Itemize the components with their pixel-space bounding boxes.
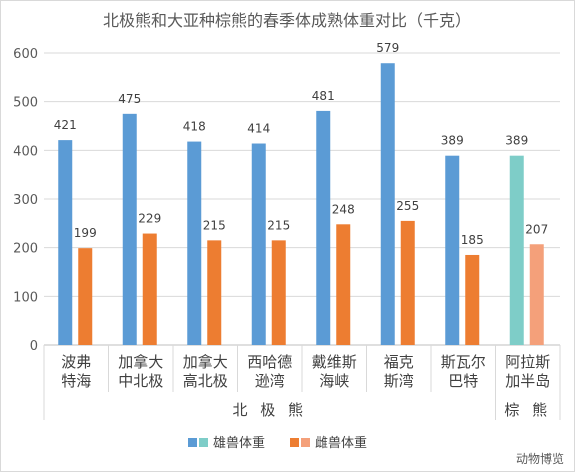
bar-male — [251, 143, 266, 345]
data-label-male: 414 — [247, 122, 270, 136]
data-label-male: 389 — [505, 134, 528, 148]
y-tick-label: 500 — [13, 96, 38, 111]
legend: 雄兽体重 雌兽体重 — [188, 435, 367, 451]
data-label-male: 475 — [118, 92, 141, 106]
bar-male — [445, 155, 460, 345]
legend-label-female: 雌兽体重 — [315, 435, 367, 451]
bar-female — [271, 240, 286, 345]
legend-label-male: 雄兽体重 — [213, 435, 265, 451]
data-label-female: 215 — [203, 218, 226, 232]
bar-female — [465, 254, 480, 345]
data-label-male: 481 — [312, 89, 335, 103]
y-tick-label: 300 — [13, 193, 38, 208]
chart-title: 北极熊和大亚种棕熊的春季体成熟体重对比（千克） — [103, 11, 471, 30]
data-label-female: 207 — [525, 222, 548, 236]
data-label-male: 579 — [376, 41, 399, 55]
bar-female — [400, 220, 415, 345]
category-label: 加半岛 — [505, 372, 550, 390]
y-tick-label: 400 — [13, 144, 38, 159]
category-label: 斯瓦尔 — [441, 353, 486, 371]
data-label-female: 185 — [461, 233, 484, 247]
group-label: 棕 熊 — [504, 401, 551, 419]
data-label-female: 215 — [267, 218, 290, 232]
legend-swatch-female-brown — [301, 438, 310, 447]
bar-male — [509, 155, 524, 345]
data-labels: 421 199 475 229 418 215 414 215 481 248 579 255 389 1… — [54, 41, 548, 247]
bar-male — [187, 141, 202, 345]
y-tick-label: 200 — [13, 242, 38, 257]
category-label: 逊湾 — [255, 372, 285, 390]
legend-swatch-male-polar — [188, 438, 197, 447]
data-label-female: 199 — [74, 226, 97, 240]
category-label: 巴特 — [448, 372, 478, 390]
group-labels: 北 极 熊棕 熊 — [232, 401, 551, 419]
data-label-female: 248 — [332, 202, 355, 216]
category-label: 西哈德 — [247, 353, 292, 371]
y-tick-label: 600 — [13, 47, 38, 62]
category-label: 波弗 — [61, 353, 91, 371]
y-axis-ticks: 0 100 200 300 400 500 600 — [13, 47, 38, 354]
data-label-male: 389 — [441, 134, 464, 148]
data-label-female: 255 — [396, 199, 419, 213]
category-label: 阿拉斯 — [505, 353, 550, 371]
bar-male — [58, 140, 73, 345]
y-tick-label: 0 — [30, 339, 38, 354]
category-label: 戴维斯 — [312, 353, 357, 371]
category-label: 海峡 — [319, 372, 349, 390]
group-label: 北 极 熊 — [232, 401, 307, 419]
bar-female — [336, 224, 351, 345]
data-label-male: 418 — [183, 120, 206, 134]
bar-female — [529, 244, 544, 345]
watermark: 动物博览 — [516, 451, 564, 466]
data-label-female: 229 — [138, 212, 161, 226]
data-label-male: 421 — [54, 118, 77, 132]
category-labels: 波弗特海加拿大中北极加拿大高北极西哈德逊湾戴维斯海峡福克斯湾斯瓦尔巴特阿拉斯加半… — [61, 353, 550, 390]
bar-male — [380, 63, 395, 345]
category-label: 福克 — [384, 353, 414, 371]
bar-male — [122, 113, 137, 345]
category-label: 特海 — [61, 372, 91, 390]
category-label: 加拿大 — [183, 353, 228, 371]
category-label: 加拿大 — [118, 353, 163, 371]
bar-female — [78, 248, 93, 345]
bars — [58, 63, 544, 345]
legend-swatch-female-polar — [290, 438, 299, 447]
category-label: 中北极 — [118, 372, 163, 390]
y-tick-label: 100 — [13, 290, 38, 305]
bar-male — [316, 110, 331, 345]
bar-female — [207, 240, 222, 345]
legend-swatch-male-brown — [199, 438, 208, 447]
category-label: 斯湾 — [384, 372, 414, 390]
category-label: 高北极 — [183, 372, 228, 390]
bar-female — [142, 233, 157, 345]
